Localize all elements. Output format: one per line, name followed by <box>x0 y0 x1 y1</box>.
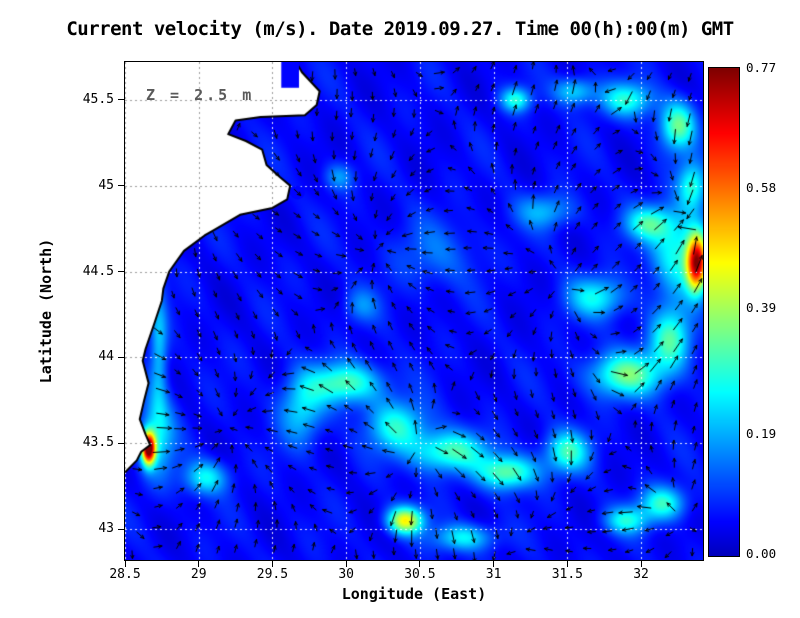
x-axis-tick <box>493 561 495 567</box>
colorbar-tick-label: 0.00 <box>746 546 777 561</box>
y-axis-tick <box>118 442 124 444</box>
x-axis-tick <box>345 561 347 567</box>
x-axis-tick <box>640 561 642 567</box>
x-tick-label: 28.5 <box>109 567 141 582</box>
colorbar-tick-label: 0.39 <box>746 299 777 315</box>
x-tick-label: 31.5 <box>551 567 583 582</box>
x-tick-label: 32 <box>633 567 649 582</box>
y-tick-label: 45 <box>98 177 114 193</box>
depth-annotation: Z = 2.5 m <box>146 86 255 104</box>
y-axis-title: Latitude (North) <box>37 238 55 384</box>
y-axis-tick <box>118 271 124 272</box>
x-tick-label: 29.5 <box>256 567 289 582</box>
x-axis-tick <box>198 561 200 567</box>
x-tick-label: 29 <box>190 567 207 582</box>
y-tick-label: 44 <box>98 349 114 365</box>
y-axis-tick <box>118 99 124 101</box>
colorbar-gradient <box>709 68 739 556</box>
y-tick-label: 43.5 <box>82 435 114 451</box>
x-tick-label: 30.5 <box>404 567 436 582</box>
x-axis-title: Longitude (East) <box>341 585 487 603</box>
x-axis-tick <box>419 561 421 567</box>
colorbar <box>708 67 740 557</box>
x-axis-tick <box>271 561 273 567</box>
y-axis-tick <box>118 356 124 358</box>
x-axis-tick <box>566 561 568 567</box>
y-axis-tick <box>118 185 124 187</box>
y-tick-label: 45.5 <box>82 91 114 107</box>
colorbar-tick-label: 0.58 <box>746 179 777 195</box>
y-tick-label: 43 <box>98 521 114 537</box>
y-tick-label: 44.5 <box>82 263 114 279</box>
x-axis-tick <box>124 561 126 567</box>
colorbar-tick-label: 0.77 <box>746 60 777 75</box>
x-tick-label: 31 <box>485 567 502 582</box>
plot-area <box>124 61 704 561</box>
velocity-field-map <box>125 62 703 560</box>
chart-title: Current velocity (m/s). Date 2019.09.27.… <box>66 18 734 40</box>
x-tick-label: 30 <box>338 567 354 582</box>
y-axis-tick <box>118 528 124 530</box>
colorbar-tick-label: 0.19 <box>746 426 777 442</box>
